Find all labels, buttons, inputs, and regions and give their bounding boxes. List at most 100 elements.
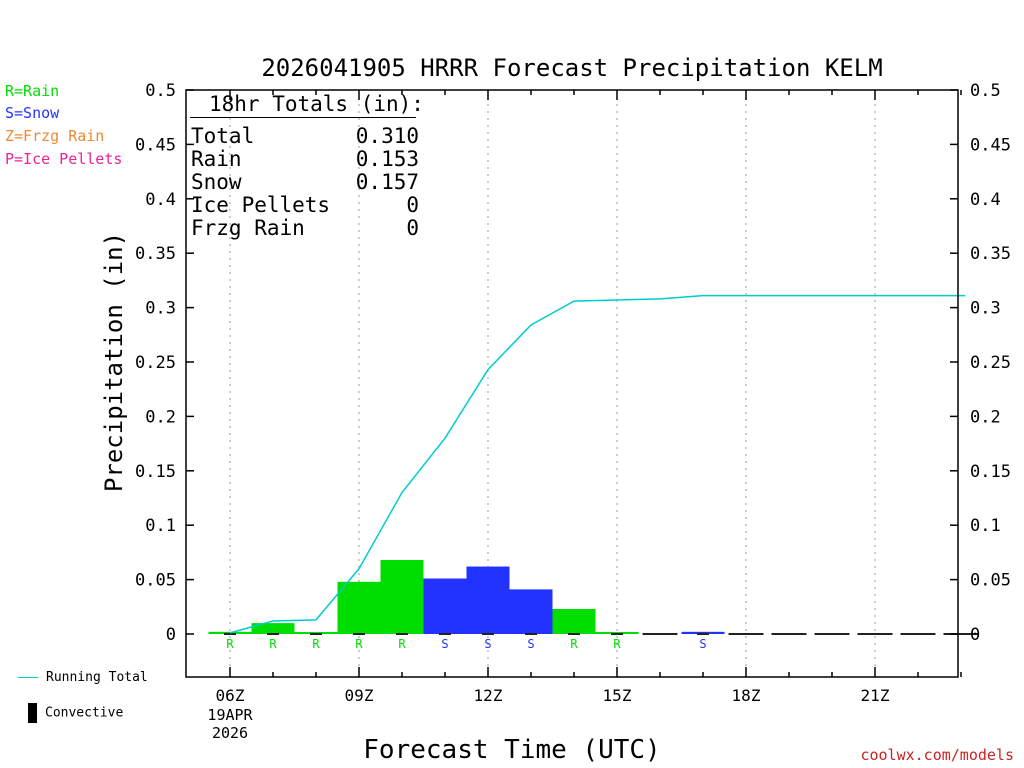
legend-running-total: Running Total [18,670,148,685]
credit-link[interactable]: coolwx.com/models [860,746,1014,764]
chart-title: 2026041905 HRRR Forecast Precipitation K… [261,54,882,82]
bar-13 [509,589,553,634]
y-tick-label-right: 0.25 [970,353,1011,373]
x-tick-label: 06Z [216,686,245,705]
x-tick-label: 12Z [474,686,503,705]
type-label-15: R [613,637,621,651]
totals-divider [190,117,416,118]
legend-snow: S=Snow [5,104,60,122]
totals-label: Snow [191,170,242,194]
type-label-17: S [699,637,706,651]
type-label-9: R [355,637,363,651]
y-tick-label-right: 0.3 [970,299,1001,319]
running-total-line [229,294,966,634]
y-tick-label-right: 0.45 [970,135,1011,155]
y-tick-label-right: 0.05 [970,571,1011,591]
y-axis-label: Precipitation (in) [100,232,128,492]
gridlines [229,90,876,677]
totals-value: 0.153 [355,147,419,171]
legend-convective: Convective [28,703,123,723]
y-tick-label-left: 0.45 [135,135,176,155]
totals-value: 0.157 [355,170,419,194]
plot-frame [185,89,959,678]
legend-convective-label: Convective [45,705,124,721]
y-tick-label-left: 0.2 [145,407,176,427]
running-total-swatch-icon [18,677,38,678]
y-tick-label-left: 0.5 [145,81,176,101]
y-tick-label-right: 0.35 [970,244,1011,264]
y-tick-label-right: 0.2 [970,407,1001,427]
convective-mark-15 [611,633,623,635]
convective-mark-9 [353,633,365,635]
zero-bar-20 [814,633,850,635]
type-label-7: R [269,637,277,651]
bar-17 [681,631,725,634]
convective-mark-17 [697,633,709,635]
y-tick-label-right: 0.1 [970,516,1001,536]
convective-mark-7 [267,633,279,635]
type-label-12: S [484,637,491,651]
bars [208,560,979,635]
convective-mark-13 [525,633,537,635]
convective-mark-6 [224,633,236,635]
convective-mark-11 [439,633,451,635]
x-axis-label: Forecast Time (UTC) [363,735,660,765]
convective-mark-10 [396,633,408,635]
convective-mark-8 [310,633,322,635]
bar-9 [337,581,381,634]
y-tick-label-left: 0.15 [135,462,176,482]
x-ticks: 06Z 09Z 12Z 15Z 18Z 21Z [216,90,962,705]
y-tick-label-right: 0.15 [970,462,1011,482]
y-tick-label-right: 0.4 [970,190,1001,210]
axes [185,89,959,678]
totals-value: 0 [406,193,419,217]
type-label-11: S [441,637,448,651]
zero-bar-22 [900,633,936,635]
legend-running-total-label: Running Total [46,670,148,685]
y-tick-label-left: 0.35 [135,244,176,264]
totals-label: Rain [191,147,242,171]
type-label-13: S [527,637,534,651]
type-label-14: R [570,637,578,651]
convective-mark-12 [482,633,494,635]
y-tick-label-left: 0.3 [145,299,176,319]
convective-mark-14 [568,633,580,635]
x-tick-label: 18Z [732,686,761,705]
bar-7 [251,623,295,634]
running-total-series [229,294,966,634]
y-tick-label-left: 0.1 [145,516,176,536]
y-tick-label-left: 0.25 [135,353,176,373]
x-tick-label: 15Z [603,686,632,705]
legend-rain: R=Rain [5,82,60,100]
zero-bar-16 [642,633,678,635]
type-label-8: R [312,637,320,651]
legend-frzg-rain: Z=Frzg Rain [5,127,105,145]
totals-label: Total [191,124,255,148]
zero-bar-21 [857,633,893,635]
zero-bar-19 [771,633,807,635]
totals-value: 0.310 [355,124,419,148]
totals-value: 0 [406,216,419,240]
totals-label: Ice Pellets [191,193,331,217]
bar-14 [552,608,596,634]
x-tick-label: 21Z [861,686,890,705]
bar-10 [380,560,424,634]
date-label-year: 2026 [212,724,248,742]
y-tick-label-left: 0.05 [135,571,176,591]
y-tick-label-right: 0 [970,625,980,645]
bar-11 [423,578,467,634]
y-ticks: 0 00.05 0.050.1 0.10.15 0.150.2 0.20.25 0.250.… [135,81,1011,645]
bar-12 [466,566,510,634]
totals-title: 18hr Totals (in): [209,92,424,116]
type-label-10: R [398,637,406,651]
y-tick-label-left: 0 [166,625,176,645]
x-tick-label: 09Z [345,686,374,705]
y-tick-label-left: 0.4 [145,190,176,210]
legend-ice-pellets: P=Ice Pellets [5,150,123,168]
totals-label: Frzg Rain [191,216,305,240]
convective-swatch-icon [28,703,37,723]
date-label-day: 19APR [207,706,253,724]
zero-bar-18 [728,633,764,635]
